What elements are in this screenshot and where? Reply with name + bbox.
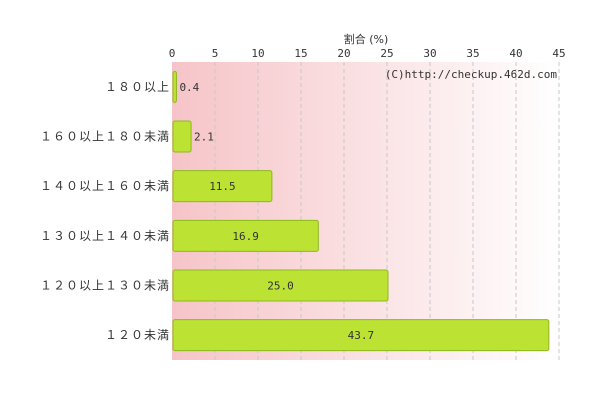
x-tick-label: 45	[552, 47, 565, 60]
bar	[172, 120, 192, 153]
category-label: １６０以上１８０未満	[40, 130, 170, 144]
category-label: １３０以上１４０未満	[40, 229, 170, 243]
value-label: 2.1	[194, 131, 214, 144]
x-tick-label: 10	[251, 47, 264, 60]
value-label: 43.7	[348, 329, 375, 342]
value-label: 11.5	[209, 180, 236, 193]
x-tick-label: 30	[423, 47, 436, 60]
x-tick-label: 40	[509, 47, 522, 60]
x-tick-labels: 0 5 10 15 20 25 30 35 40 45	[169, 47, 566, 60]
x-tick-label: 25	[380, 47, 393, 60]
x-tick-label: 15	[294, 47, 307, 60]
bar	[172, 170, 273, 203]
bar	[172, 269, 389, 302]
category-label: １８０以上	[105, 80, 170, 94]
grid-lines	[214, 62, 560, 360]
value-label: 0.4	[179, 81, 199, 94]
x-tick-label: 5	[212, 47, 219, 60]
category-labels: １８０以上 １６０以上１８０未満 １４０以上１６０未満 １３０以上１４０未満 １２０以上…	[40, 80, 170, 342]
bar	[172, 319, 550, 352]
value-label: 16.9	[232, 230, 259, 243]
category-label: １２０以上１３０未満	[40, 279, 170, 293]
value-label: 25.0	[267, 280, 294, 293]
category-label: １４０以上１６０未満	[40, 179, 170, 193]
category-label: １２０未満	[105, 328, 170, 342]
bars: 0.4 2.1 11.5 16.9 25.0 43.7	[172, 70, 550, 352]
x-tick-label: 35	[466, 47, 479, 60]
x-tick-label: 0	[169, 47, 176, 60]
bar	[172, 70, 177, 103]
x-axis-title: 割合 (%)	[344, 32, 389, 46]
plot-background	[172, 62, 562, 360]
bar	[172, 219, 319, 252]
x-tick-label: 20	[337, 47, 350, 60]
credit-text: (C)http://checkup.462d.com	[385, 68, 558, 81]
